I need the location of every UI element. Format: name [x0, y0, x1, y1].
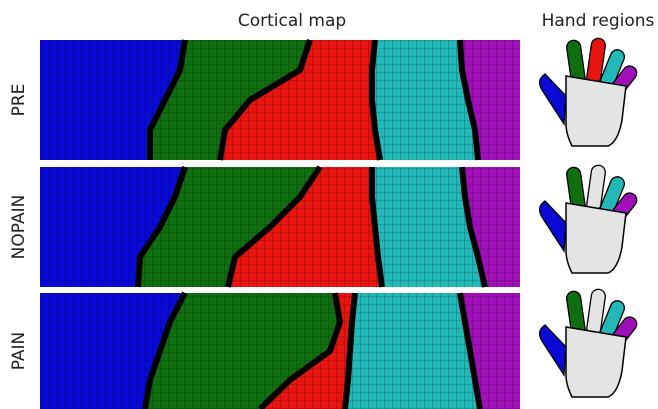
border — [457, 292, 483, 409]
border — [369, 167, 385, 288]
border — [369, 39, 383, 161]
hand — [538, 288, 638, 398]
hand-heading: Hand regions — [542, 11, 655, 31]
thumb — [538, 324, 567, 377]
palm — [565, 202, 627, 274]
row-label: PRE — [9, 84, 29, 117]
border — [342, 292, 358, 409]
border — [217, 39, 313, 161]
palm — [565, 326, 627, 398]
border — [459, 166, 488, 288]
border — [225, 165, 323, 288]
row-label: PAIN — [9, 332, 29, 371]
map-heading: Cortical map — [238, 11, 346, 31]
palm — [565, 75, 627, 147]
border — [257, 292, 343, 409]
grid — [40, 167, 520, 287]
thumb — [538, 200, 567, 253]
border — [135, 166, 188, 288]
border — [147, 39, 188, 160]
row-label: NOPAIN — [9, 195, 29, 260]
thumb — [538, 73, 567, 126]
hand — [538, 37, 638, 147]
border — [457, 39, 481, 161]
grid — [40, 40, 520, 160]
hand — [538, 164, 638, 274]
panels: PRE NOPAIN PAIN — [9, 37, 638, 409]
border — [142, 291, 188, 409]
